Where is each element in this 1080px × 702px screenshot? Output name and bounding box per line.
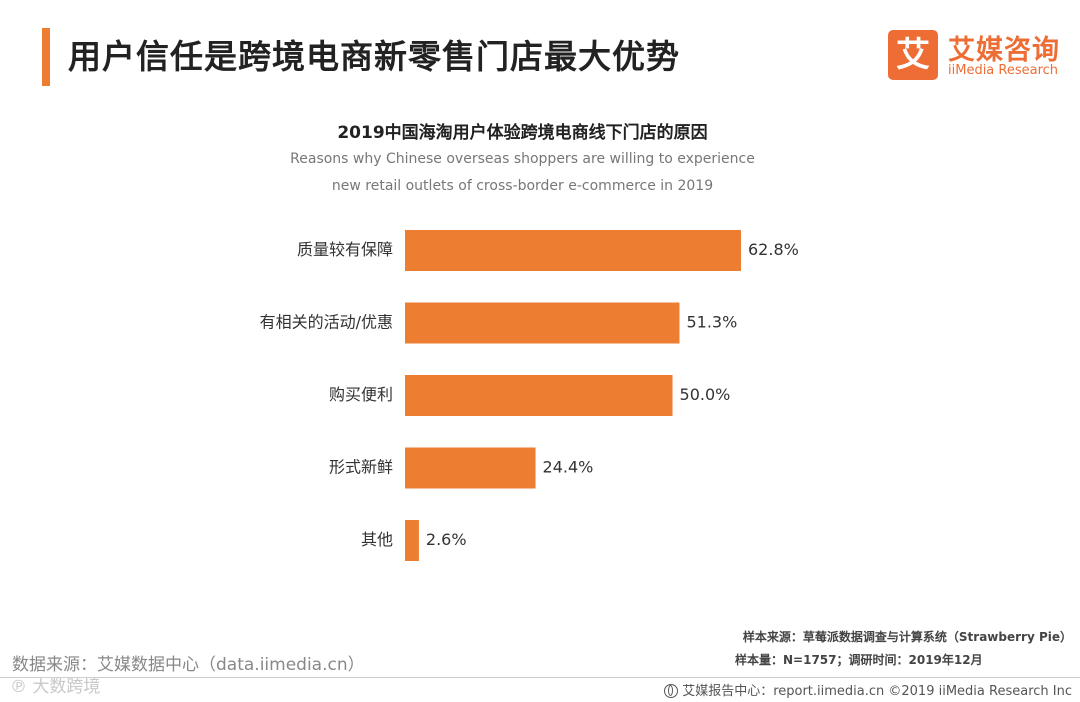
data-source: 数据来源：艾媒数据中心（data.iimedia.cn）: [12, 655, 365, 675]
sample-source: 样本来源：草莓派数据调查与计算系统（Strawberry Pie）: [742, 630, 1072, 644]
footer-divider: [0, 677, 1080, 678]
value-label: 62.8%: [748, 240, 799, 259]
chart-subtitle-line2: new retail outlets of cross-border e-com…: [331, 178, 714, 194]
bar: [405, 375, 673, 416]
title-accent-bar: [42, 28, 50, 86]
logo-mark-icon: 艾: [888, 30, 938, 80]
chart-title: 2019中国海淘用户体验跨境电商线下门店的原因: [337, 123, 708, 143]
value-label: 2.6%: [426, 530, 467, 549]
bar: [405, 447, 536, 489]
report-center-footer: 艾媒报告中心：report.iimedia.cn ©2019 iiMedia R…: [664, 680, 1072, 699]
logo-chinese-name: 艾媒咨询: [948, 35, 1060, 66]
value-label: 51.3%: [686, 313, 737, 332]
watermark: ℗ 大数跨境: [10, 677, 101, 697]
category-label: 购买便利: [329, 385, 393, 404]
category-label: 质量较有保障: [297, 240, 393, 259]
category-label: 形式新鲜: [329, 458, 393, 477]
category-label: 有相关的活动/优惠: [260, 313, 393, 332]
brand-logo: 艾 艾媒咨询 iiMedia Research: [888, 30, 1068, 80]
bar: [405, 302, 680, 344]
bar: [405, 520, 419, 561]
report-center-text: 艾媒报告中心：report.iimedia.cn ©2019 iiMedia R…: [682, 684, 1072, 699]
bar: [405, 230, 741, 271]
globe-icon: [664, 684, 679, 698]
bar-chart: 质量较有保障 62.8% 有相关的活动/优惠 51.3% 购买便利 50.0% 形式新鲜 24…: [260, 230, 799, 561]
sample-size: 样本量：N=1757；调研时间：2019年12月: [735, 653, 983, 667]
page-title: 用户信任是跨境电商新零售门店最大优势: [68, 37, 680, 76]
chart-subtitle-line1: Reasons why Chinese overseas shoppers ar…: [290, 151, 755, 167]
value-label: 24.4%: [543, 458, 594, 477]
category-label: 其他: [361, 530, 393, 549]
logo-english-name: iiMedia Research: [948, 63, 1059, 78]
value-label: 50.0%: [680, 385, 731, 404]
